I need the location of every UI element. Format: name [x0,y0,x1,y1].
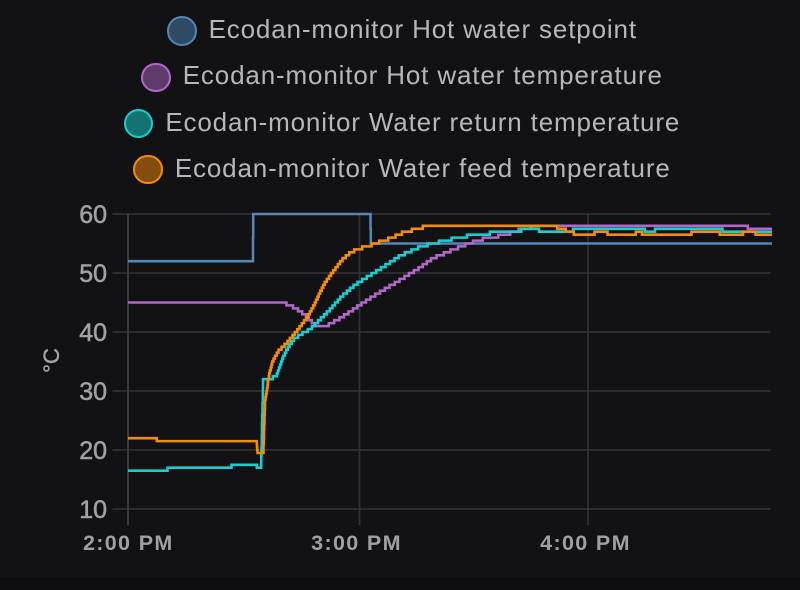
svg-text:40: 40 [79,319,107,347]
svg-text:3:00 PM: 3:00 PM [311,531,402,555]
svg-text:°C: °C [39,348,64,373]
svg-text:30: 30 [79,378,107,406]
svg-text:50: 50 [79,260,107,288]
svg-text:60: 60 [79,201,107,229]
svg-text:20: 20 [79,437,107,465]
svg-text:10: 10 [79,496,107,524]
svg-text:2:00 PM: 2:00 PM [83,531,174,555]
svg-text:4:00 PM: 4:00 PM [540,531,631,555]
